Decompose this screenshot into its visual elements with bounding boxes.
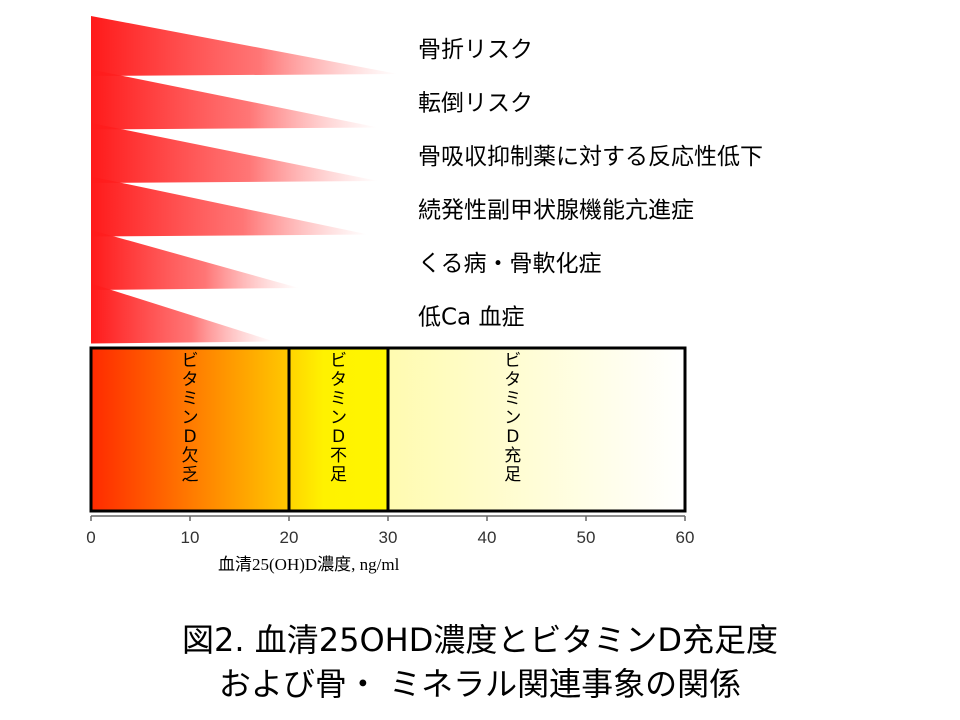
zone-label: ビタミン D 不足: [330, 351, 347, 485]
tick-label: 50: [577, 528, 596, 547]
tick-label: 20: [280, 528, 299, 547]
risk-wedges: 骨折リスク転倒リスク骨吸収抑制薬に対する反応性低下続発性副甲状腺機能亢進症くる病…: [91, 16, 763, 344]
tick-label: 60: [676, 528, 695, 547]
axis-title: 血清25(OH)D濃度, ng/ml: [218, 555, 400, 574]
zone-label: ビタミン D 欠乏: [182, 351, 199, 485]
risk-label: 骨折リスク: [418, 37, 533, 63]
zone-label: ビタミン D 充足: [504, 351, 521, 485]
figure-caption: 図2. 血清25OHD濃度とビタミンD充足度 および骨・ ミネラル関連事象の関係: [0, 618, 960, 706]
risk-wedge: [91, 123, 379, 183]
caption-line-2: および骨・ ミネラル関連事象の関係: [218, 665, 742, 703]
risk-wedge: [91, 283, 275, 344]
x-axis: 0 10 20 30 40 50 60 血清25(OH)D濃度, ng/ml: [86, 515, 695, 574]
zone-band: [388, 348, 685, 511]
zone-band: [91, 348, 289, 511]
risk-diagram: 骨折リスク転倒リスク骨吸収抑制薬に対する反応性低下続発性副甲状腺機能亢進症くる病…: [86, 16, 763, 574]
risk-label: 骨吸収抑制薬に対する反応性低下: [418, 144, 763, 170]
risk-wedge: [91, 69, 379, 130]
tick-label: 10: [181, 528, 200, 547]
tick-label: 40: [478, 528, 497, 547]
vitamin-d-bar: ビタミン D 欠乏 ビタミン D 不足 ビタミン D 充足: [89, 346, 687, 513]
risk-label: 続発性副甲状腺機能亢進症: [418, 198, 694, 224]
risk-label: くる病・骨軟化症: [418, 251, 602, 277]
caption-line-1: 図2. 血清25OHD濃度とビタミンD充足度: [182, 621, 778, 659]
risk-label: 転倒リスク: [418, 91, 533, 117]
risk-label: 低Ca 血症: [418, 305, 524, 331]
zone-band: [289, 348, 388, 511]
tick-label: 0: [86, 528, 95, 547]
tick-label: 30: [379, 528, 398, 547]
risk-wedge: [91, 176, 369, 237]
risk-wedge: [91, 16, 398, 76]
risk-wedge: [91, 230, 299, 290]
